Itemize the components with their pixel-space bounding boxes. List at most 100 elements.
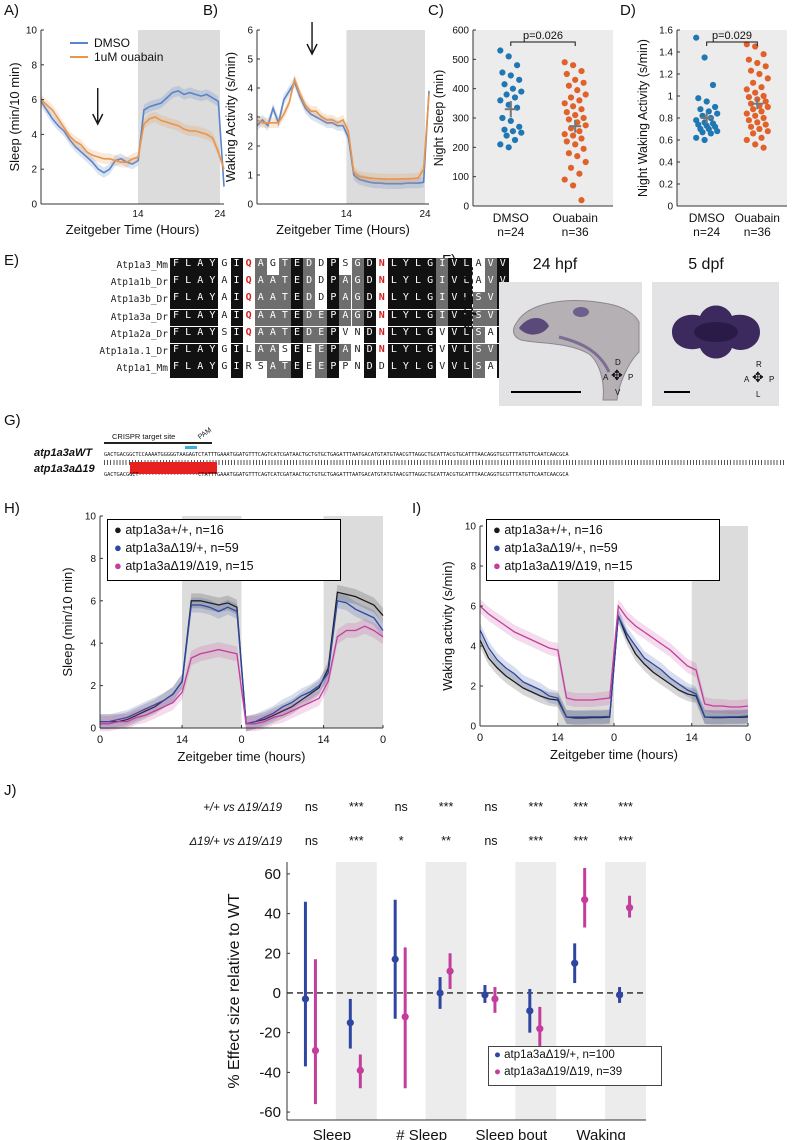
data-point-c bbox=[578, 197, 585, 204]
panel-label-d: D) bbox=[620, 2, 636, 19]
data-point-d bbox=[743, 41, 750, 48]
data-point-c bbox=[572, 76, 579, 83]
data-point-c bbox=[576, 128, 583, 135]
alignment-cell: F bbox=[170, 344, 183, 361]
alignment-cell: T bbox=[278, 292, 291, 310]
series-line-a-1 bbox=[40, 99, 225, 170]
data-point-c bbox=[509, 85, 516, 92]
data-point-d bbox=[764, 103, 771, 111]
alignment-cell: Y bbox=[206, 309, 219, 327]
alignment-cell: A bbox=[484, 326, 497, 344]
y-axis-b-tick-label: 2 bbox=[247, 142, 253, 153]
stats-value-j: * bbox=[399, 834, 404, 848]
data-point-c bbox=[580, 79, 587, 86]
alignment-cell: V bbox=[436, 361, 449, 378]
alignment-cell: S bbox=[254, 361, 267, 378]
alignment-cell: A bbox=[254, 258, 267, 275]
alignment-cell: N bbox=[351, 344, 364, 361]
y-axis-d-tick-label: 1.2 bbox=[659, 70, 673, 81]
alignment-cell: F bbox=[170, 361, 183, 378]
alignment-cell: A bbox=[194, 344, 207, 361]
data-point-d bbox=[764, 75, 771, 82]
y-axis-h-tick-label: 6 bbox=[90, 596, 96, 607]
night-shading-a bbox=[137, 30, 220, 204]
y-axis-i-tick-label: 2 bbox=[470, 682, 476, 693]
alignment-cell: A bbox=[339, 309, 352, 327]
alignment-cell: P bbox=[327, 258, 340, 275]
alignment-cell: L bbox=[460, 326, 473, 344]
alignment-cell: Y bbox=[399, 309, 412, 327]
data-point-d bbox=[707, 130, 715, 137]
y-axis-c-tick-label: 500 bbox=[452, 55, 469, 66]
data-point-c bbox=[505, 53, 512, 60]
stats-value-j: ns bbox=[305, 834, 318, 848]
y-axis-j-tick-label: -20 bbox=[259, 1025, 281, 1042]
alignment-cell: E bbox=[303, 344, 316, 361]
data-point-d bbox=[714, 110, 721, 117]
alignment-cell: P bbox=[327, 275, 340, 292]
alignment-cell: V bbox=[448, 344, 461, 361]
effect-point-j bbox=[436, 989, 444, 997]
alignment-cell: Q bbox=[242, 292, 255, 310]
alignment-cell: V bbox=[448, 361, 461, 378]
data-point-c bbox=[516, 123, 523, 130]
y-axis-i-tick-label: 10 bbox=[465, 522, 477, 533]
data-point-d bbox=[712, 103, 719, 111]
alignment-cell: A bbox=[194, 326, 207, 344]
alignment-cell: I bbox=[230, 326, 243, 344]
alignment-cell: F bbox=[170, 275, 183, 292]
alignment-cell: E bbox=[315, 361, 328, 378]
alignment-cell: Y bbox=[399, 292, 412, 310]
data-point-d bbox=[714, 128, 721, 135]
y-axis-c-tick-label: 600 bbox=[452, 26, 469, 37]
category-label-j: Sleep bout bbox=[476, 1127, 549, 1140]
alignment-cell: G bbox=[424, 344, 437, 361]
alignment-cell: A bbox=[254, 292, 267, 310]
effect-point-j bbox=[401, 1013, 409, 1021]
alignment-cell: Q bbox=[242, 309, 255, 327]
alignment-species-label: Atp1a3a_Dr bbox=[110, 311, 168, 323]
data-point-d bbox=[709, 81, 717, 89]
y-axis-b-tick-label: 3 bbox=[247, 113, 253, 124]
alignment-cell: E bbox=[291, 275, 304, 292]
stats-value-j: *** bbox=[349, 800, 364, 814]
y-axis-d-tick-label: 1.4 bbox=[659, 48, 673, 59]
alignment-cell: A bbox=[339, 344, 352, 361]
alignment-cell: E bbox=[303, 361, 316, 378]
alignment-cell: S bbox=[472, 309, 485, 327]
alignment-cell: L bbox=[182, 258, 195, 275]
alignment-cell: G bbox=[424, 275, 437, 292]
alignment-cell: G bbox=[424, 361, 437, 378]
alignment-cell: Y bbox=[399, 344, 412, 361]
data-point-c bbox=[507, 72, 514, 79]
data-point-d bbox=[758, 84, 765, 91]
data-point-c bbox=[563, 70, 570, 78]
data-point-d bbox=[762, 63, 769, 70]
effect-point-j bbox=[615, 991, 624, 999]
del-allele-label: atp1a3aΔ19 bbox=[34, 463, 95, 475]
data-point-d bbox=[752, 89, 759, 96]
data-point-d bbox=[750, 106, 757, 113]
alignment-cell: A bbox=[254, 275, 267, 292]
x-category-label-c: DMSO bbox=[493, 211, 529, 225]
y-axis-a-tick-label: 8 bbox=[31, 60, 37, 71]
alignment-cell: G bbox=[424, 258, 437, 275]
alignment-species-label: Atp1a3_Mm bbox=[116, 260, 168, 271]
data-point-c bbox=[499, 114, 506, 122]
alignment-cell: D bbox=[363, 292, 376, 310]
alignment-cell: Y bbox=[399, 275, 412, 292]
alignment-cell: N bbox=[351, 326, 364, 344]
group-shade-j bbox=[425, 862, 467, 1120]
data-point-c bbox=[576, 97, 583, 104]
alignment-cell: A bbox=[194, 309, 207, 327]
data-point-d bbox=[754, 59, 761, 67]
y-axis-i-tick-label: 6 bbox=[470, 602, 476, 613]
alignment-cell: S bbox=[472, 292, 485, 310]
series-line-h-1 bbox=[100, 600, 384, 725]
alignment-cell: A bbox=[266, 344, 279, 361]
data-point-c bbox=[497, 97, 504, 104]
alignment-cell: D bbox=[363, 326, 376, 344]
alignment-cell: D bbox=[315, 275, 328, 292]
data-point-c bbox=[518, 88, 525, 95]
alignment-cell: D bbox=[363, 258, 376, 275]
